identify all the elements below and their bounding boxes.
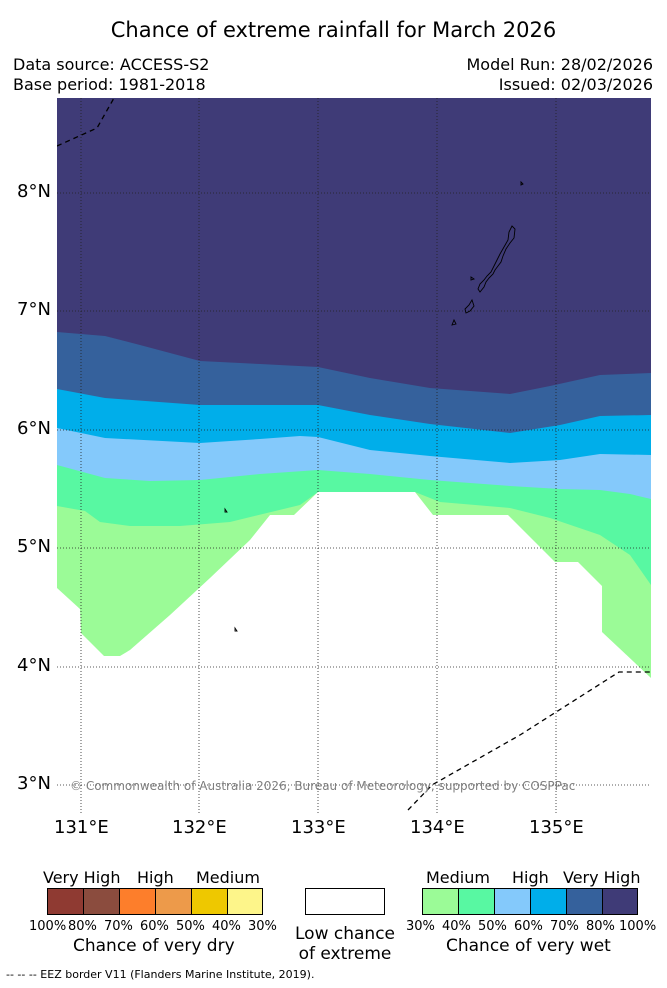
dry-tick: 100% [29,919,67,934]
dry-swatch [155,888,191,915]
dry-swatch [47,888,83,915]
lon-label: 132°E [172,817,227,838]
eez-footnote: -- -- -- EEZ border V11 (Flanders Marine… [6,968,315,981]
wet-tick: 80% [586,919,615,934]
wet-swatch [530,888,566,915]
dry-tick: 40% [212,919,241,934]
dry-tick: 30% [248,919,277,934]
wet-cat-high: High [512,868,549,887]
wet-tick: 50% [478,919,507,934]
dry-swatch [119,888,155,915]
dry-swatch [191,888,227,915]
dry-tick: 80% [68,919,97,934]
wet-swatch [422,888,458,915]
wet-tick: 70% [550,919,579,934]
model-run: Model Run: 28/02/2026 [466,55,654,74]
dry-tick: 60% [140,919,169,934]
wet-swatch [566,888,602,915]
dry-swatch [227,888,263,915]
lat-label: 7°N [17,299,51,320]
wet-cat-medium: Medium [426,868,490,887]
dry-cat-medium: Medium [196,868,260,887]
dry-cat-high: High [137,868,174,887]
lat-label: 8°N [17,181,51,202]
dry-tick: 70% [104,919,133,934]
wet-legend-title: Chance of very wet [446,936,611,956]
wet-tick: 30% [406,919,435,934]
map-area [57,98,651,815]
lon-label: 133°E [291,817,346,838]
palau-islands [224,180,524,632]
zone-low-chance-area [57,492,651,815]
lon-label: 135°E [529,817,584,838]
low-chance-line1: Low chance [295,924,395,944]
wet-tick: 60% [514,919,543,934]
lat-label: 3°N [17,773,51,794]
wet-tick: 40% [442,919,471,934]
page-title: Chance of extreme rainfall for March 202… [110,18,557,42]
wet-tick: 100% [619,919,657,934]
dry-legend-title: Chance of very dry [73,936,235,956]
base-period: Base period: 1981-2018 [13,75,206,94]
lat-label: 6°N [17,418,51,439]
wet-swatch [494,888,530,915]
wet-cat-very-high: Very High [563,868,641,887]
lat-label: 4°N [17,655,51,676]
low-chance-swatch [305,888,385,915]
dry-swatch [83,888,119,915]
lon-label: 134°E [410,817,465,838]
low-chance-line2: of extreme [298,944,392,964]
wet-swatch [602,888,638,915]
copyright-notice: © Commonwealth of Australia 2026, Bureau… [70,779,576,793]
wet-swatch [458,888,494,915]
eez-border [57,98,651,811]
data-source: Data source: ACCESS-S2 [13,55,210,74]
dry-tick: 50% [176,919,205,934]
lat-label: 5°N [17,536,51,557]
dry-cat-very-high: Very High [43,868,121,887]
lon-label: 131°E [54,817,109,838]
gridlines [57,98,651,815]
issued-date: Issued: 02/03/2026 [498,75,653,94]
